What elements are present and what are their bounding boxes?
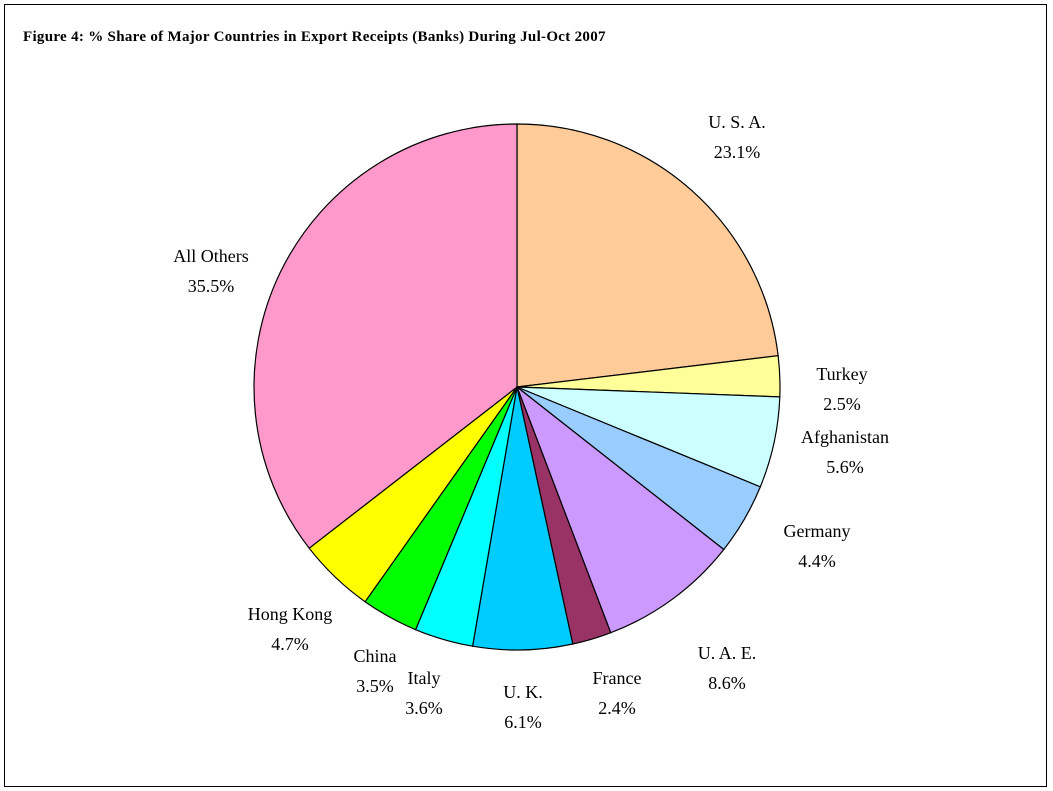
- slice-label-all-others: All Others: [173, 246, 249, 266]
- slice-label-italy: Italy: [408, 668, 441, 688]
- slice-value-u-a-e: 8.6%: [708, 673, 746, 693]
- slice-value-u-k: 6.1%: [504, 712, 542, 732]
- slice-label-china: China: [354, 646, 397, 666]
- pie-slice-all-others: [253, 123, 518, 550]
- slice-value-china: 3.5%: [356, 676, 394, 696]
- slice-value-germany: 4.4%: [798, 551, 836, 571]
- slice-label-germany: Germany: [784, 521, 851, 541]
- slice-label-afghanistan: Afghanistan: [801, 427, 889, 447]
- slice-label-u-k: U. K.: [503, 682, 543, 702]
- slice-value-france: 2.4%: [598, 698, 636, 718]
- pie-slice-u-s-a: [516, 123, 779, 388]
- slice-value-afghanistan: 5.6%: [826, 457, 864, 477]
- slice-value-u-s-a: 23.1%: [714, 142, 761, 162]
- slice-value-hong-kong: 4.7%: [271, 634, 309, 654]
- slice-label-u-s-a: U. S. A.: [708, 112, 766, 132]
- chart-title: Figure 4: % Share of Major Countries in …: [23, 29, 606, 45]
- slice-label-u-a-e: U. A. E.: [698, 643, 757, 663]
- slice-label-france: France: [593, 668, 642, 688]
- slice-value-italy: 3.6%: [405, 698, 443, 718]
- slice-value-all-others: 35.5%: [188, 276, 235, 296]
- slice-value-turkey: 2.5%: [823, 394, 861, 414]
- slice-label-turkey: Turkey: [816, 364, 867, 384]
- slice-label-hong-kong: Hong Kong: [248, 604, 333, 624]
- pie-slice-u-a-e: [515, 385, 725, 634]
